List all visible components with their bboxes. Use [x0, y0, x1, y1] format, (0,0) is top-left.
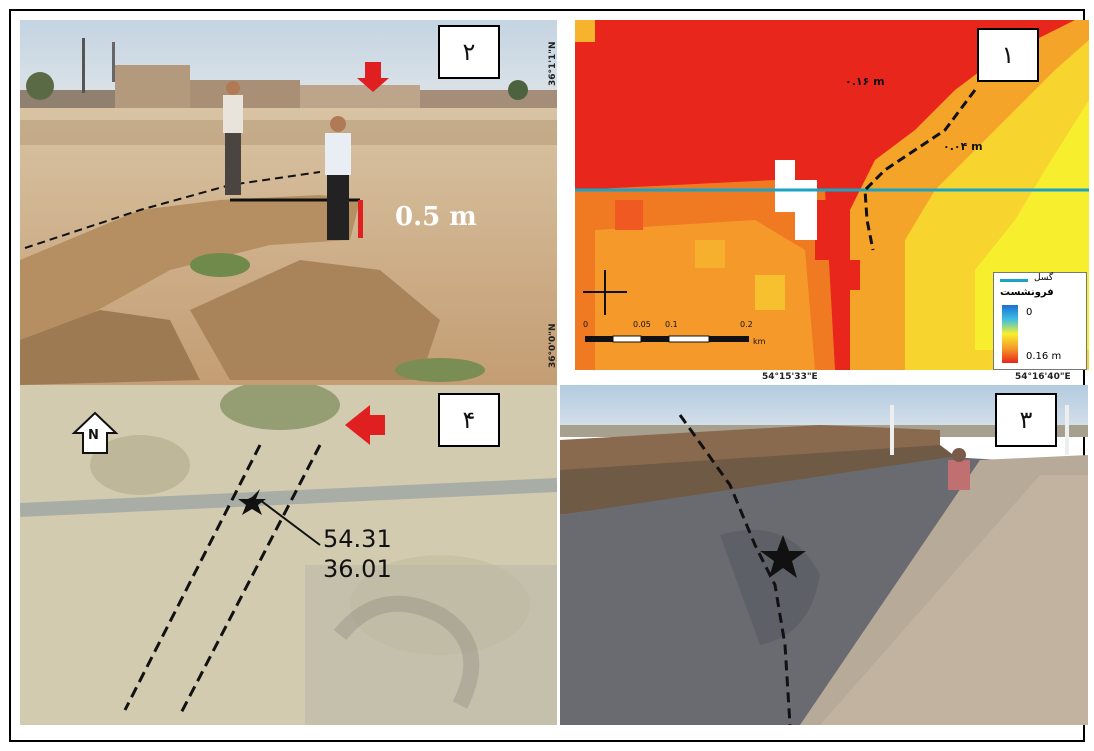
photo-panel-3: ۳: [560, 385, 1088, 725]
map-label-b: ۰.۰۴ m: [943, 140, 983, 153]
scale-tick-3: 0.2: [740, 320, 753, 329]
photo-panel-2: ۲ 0.5 m: [20, 20, 557, 385]
north-label: N: [88, 428, 99, 443]
legend-color-ramp: [1002, 305, 1018, 363]
photo-road-crack: [560, 385, 1088, 725]
legend-line-swatch: [1000, 279, 1028, 282]
measure-label: 0.5 m: [395, 202, 477, 232]
scale-tick-1: 0.05: [633, 320, 651, 329]
photo-field-scarp: [20, 20, 557, 385]
lat-top-label: 36°1'1"N: [548, 41, 558, 86]
legend-line-label: گسل: [1034, 273, 1054, 283]
map-label-a: ۰.۱۶ m: [845, 75, 885, 88]
scale-tick-2: 0.1: [665, 320, 678, 329]
lon-right-label: 54°16'40"E: [1015, 372, 1071, 382]
map-panel-1: 0 0.05 0.1 0.2 km ۱ ۰.۱۶ m ۰.۰۴ m گسل فر…: [575, 20, 1089, 370]
legend-max: 0: [1026, 307, 1033, 318]
scale-tick-0: 0: [583, 320, 589, 329]
panel-number-1: ۱: [977, 28, 1039, 82]
panel-number-3: ۳: [995, 393, 1057, 447]
lat-bottom-label: 36°0'0"N: [548, 323, 558, 368]
legend-min: 0.16 m: [1026, 351, 1062, 362]
aerial-panel-4: N ۴ 54.31 36.01: [20, 385, 557, 725]
legend-title: فرونشست: [1000, 287, 1054, 298]
panel-number-2: ۲: [438, 25, 500, 79]
coordinate-lon: 54.31: [323, 525, 392, 553]
scale-unit: km: [753, 337, 766, 346]
panel-number-4: ۴: [438, 393, 500, 447]
map-legend: گسل فرونشست 0 0.16 m: [993, 272, 1087, 370]
coordinate-lat: 36.01: [323, 555, 392, 583]
lon-left-label: 54°15'33"E: [762, 372, 818, 382]
